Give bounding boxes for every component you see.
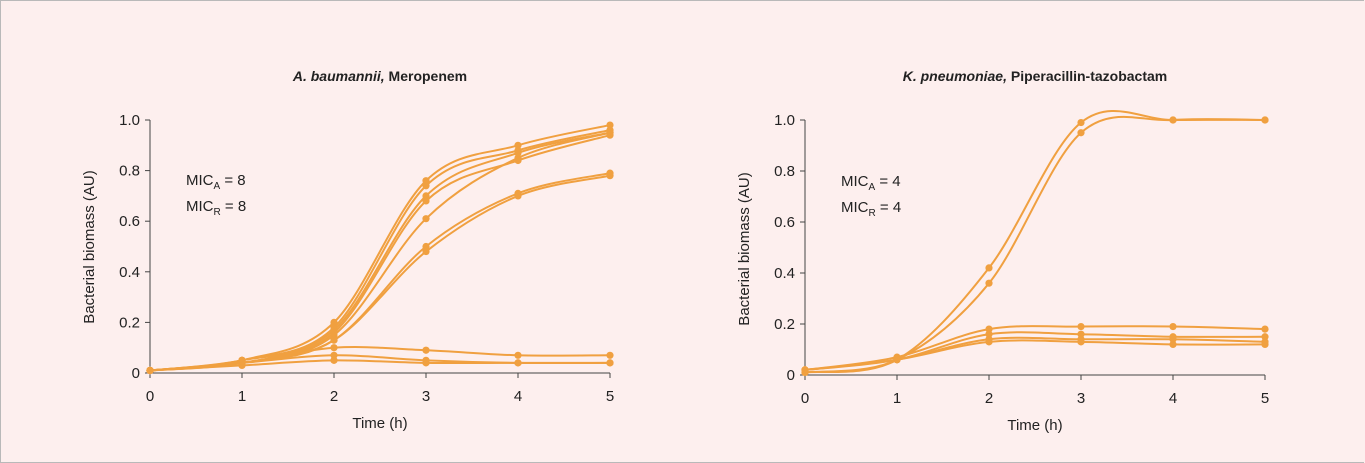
mic-r-annotation: MICR = 4 xyxy=(841,199,901,219)
y-axis-label: Bacterial biomass (AU) xyxy=(81,170,98,323)
data-point xyxy=(985,338,993,346)
series-line xyxy=(804,339,1266,371)
data-point xyxy=(1261,325,1269,333)
y-tick-label: 1.0 xyxy=(774,112,795,129)
data-point xyxy=(422,346,430,354)
data-point xyxy=(1077,338,1085,346)
x-tick-label: 5 xyxy=(1261,390,1269,407)
y-tick-label: 0.8 xyxy=(119,163,140,180)
data-point xyxy=(330,336,338,344)
y-tick-label: 0.6 xyxy=(774,214,795,231)
data-point xyxy=(606,121,614,129)
data-point xyxy=(606,359,614,367)
series-line xyxy=(149,172,611,372)
data-point xyxy=(422,177,430,185)
data-point xyxy=(606,351,614,359)
chart-title-species: K. pneumoniae, xyxy=(903,68,1007,84)
y-tick-label: 0.8 xyxy=(774,163,795,180)
y-tick-label: 0 xyxy=(132,365,140,382)
y-tick-label: 0.4 xyxy=(774,265,795,282)
chart-title-drug: Piperacillin-tazobactam xyxy=(1011,68,1167,84)
x-tick-label: 1 xyxy=(893,390,901,407)
x-tick-label: 4 xyxy=(1169,390,1177,407)
chart-title-species: A. baumannii, xyxy=(292,68,385,84)
y-tick-label: 0.6 xyxy=(119,213,140,230)
y-tick-label: 0.4 xyxy=(119,264,140,281)
x-tick-label: 3 xyxy=(422,388,430,405)
x-axis-label: Time (h) xyxy=(1007,417,1062,434)
data-point xyxy=(422,215,430,223)
x-tick-label: 5 xyxy=(606,388,614,405)
data-point xyxy=(606,129,614,137)
data-point xyxy=(1169,340,1177,348)
y-tick-label: 1.0 xyxy=(119,112,140,129)
mic-a-annotation: MICA = 4 xyxy=(841,173,901,193)
data-point xyxy=(238,361,246,370)
data-point xyxy=(514,359,522,367)
x-tick-label: 0 xyxy=(146,388,154,405)
data-point xyxy=(1077,322,1085,331)
chart-title: K. pneumoniae, Piperacillin-tazobactam xyxy=(903,68,1168,84)
data-point xyxy=(422,247,430,256)
data-point xyxy=(606,172,614,180)
data-point xyxy=(985,279,993,287)
mic-a-annotation: MICA = 8 xyxy=(186,172,246,192)
chart-title-drug: Meropenem xyxy=(389,68,468,84)
data-point xyxy=(514,351,522,359)
data-point xyxy=(330,331,338,339)
y-axis-label: Bacterial biomass (AU) xyxy=(736,172,753,325)
x-tick-label: 3 xyxy=(1077,390,1085,407)
data-point xyxy=(514,141,522,149)
chart-panel-ab-meropenem: A. baumannii, Meropenem MICA = 8 MICR = … xyxy=(81,68,614,432)
data-point xyxy=(514,192,522,200)
data-point xyxy=(1261,333,1269,341)
chart-title: A. baumannii, Meropenem xyxy=(292,68,467,84)
series-line xyxy=(804,336,1266,371)
data-point xyxy=(422,182,430,190)
data-point xyxy=(422,242,430,251)
data-point xyxy=(422,192,430,200)
data-point xyxy=(514,149,522,157)
data-point xyxy=(330,356,338,364)
y-tick-label: 0 xyxy=(787,367,795,384)
data-point xyxy=(1169,116,1177,124)
data-point xyxy=(422,197,430,205)
data-point xyxy=(514,154,522,162)
data-point xyxy=(985,330,993,338)
data-point xyxy=(330,344,338,352)
data-point xyxy=(893,356,901,364)
data-point xyxy=(1077,118,1085,127)
x-tick-label: 2 xyxy=(985,390,993,407)
data-point xyxy=(146,366,154,375)
x-tick-label: 1 xyxy=(238,388,246,405)
data-point xyxy=(1169,335,1177,343)
data-point xyxy=(1077,129,1085,137)
series-line xyxy=(804,325,1266,371)
x-tick-label: 0 xyxy=(801,390,809,407)
series-line xyxy=(149,359,610,372)
series-line xyxy=(149,124,611,372)
data-point xyxy=(330,351,338,359)
mic-r-annotation: MICR = 8 xyxy=(186,198,246,218)
y-tick-label: 0.2 xyxy=(774,316,795,333)
data-point xyxy=(1077,330,1085,338)
x-tick-label: 2 xyxy=(330,388,338,405)
chart-panel-kp-piperacillin: K. pneumoniae, Piperacillin-tazobactam M… xyxy=(736,68,1269,434)
series-line xyxy=(149,174,611,372)
data-point xyxy=(1261,340,1269,348)
x-tick-label: 4 xyxy=(514,388,522,405)
series-line xyxy=(804,115,1266,374)
data-point xyxy=(801,366,809,374)
data-point xyxy=(1169,322,1177,331)
y-tick-label: 0.2 xyxy=(119,314,140,331)
data-point xyxy=(985,325,993,333)
data-point xyxy=(985,264,993,272)
data-point xyxy=(330,318,338,326)
data-point xyxy=(1261,116,1269,124)
x-axis-label: Time (h) xyxy=(352,415,407,432)
data-point xyxy=(422,359,430,367)
